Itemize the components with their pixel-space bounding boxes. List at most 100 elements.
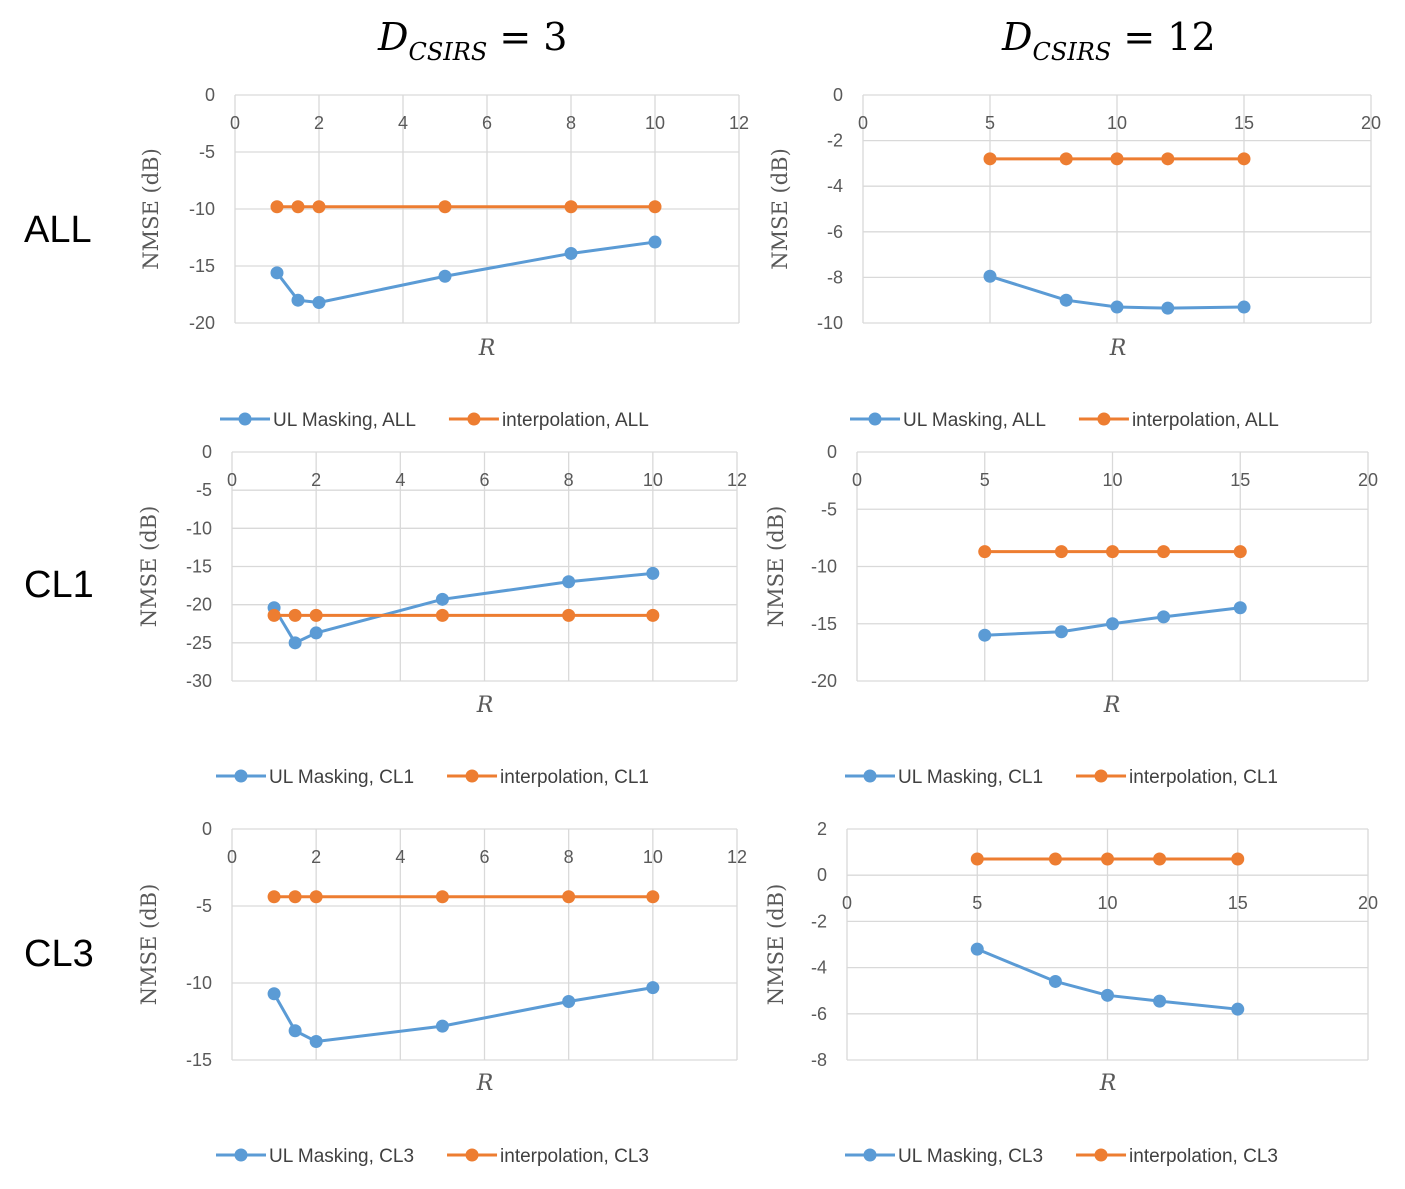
data-point-interpolation bbox=[1106, 545, 1119, 559]
x-tick-label: 12 bbox=[727, 847, 747, 867]
x-tick-label: 12 bbox=[727, 470, 747, 490]
y-axis-label: NMSE (dB) bbox=[137, 506, 161, 628]
data-point-ul-masking bbox=[1101, 988, 1114, 1002]
data-point-ul-masking bbox=[978, 628, 992, 642]
data-point-interpolation bbox=[562, 608, 576, 622]
y-tick-label: -5 bbox=[199, 142, 215, 162]
legend: UL Masking, CL3 interpolation, CL3 bbox=[845, 1146, 1278, 1167]
data-point-ul-masking bbox=[288, 1024, 302, 1038]
data-point-ul-masking bbox=[309, 1035, 323, 1049]
y-tick-label: -10 bbox=[189, 199, 215, 219]
y-tick-label: -10 bbox=[817, 313, 843, 333]
x-tick-label: 20 bbox=[1358, 893, 1378, 913]
data-point-interpolation bbox=[983, 152, 997, 166]
data-point-interpolation bbox=[1153, 852, 1167, 866]
legend-label: interpolation, ALL bbox=[1132, 410, 1279, 431]
chart-cl1-d3: 0 -5 -10 -15 -20 -25 -30 0 2 4 6 8 10 12 NMSE (dB) R UL … bbox=[137, 442, 747, 788]
y-tick-label: 0 bbox=[205, 85, 215, 105]
x-tick-label: 0 bbox=[842, 893, 852, 913]
data-point-ul-masking bbox=[562, 994, 576, 1008]
data-point-interpolation bbox=[1161, 152, 1175, 166]
legend-swatch-marker bbox=[234, 1148, 248, 1162]
x-tick-label: 0 bbox=[852, 470, 862, 490]
legend: UL Masking, CL1 interpolation, CL1 bbox=[216, 767, 649, 788]
chart-all-d12: 0 -2 -4 -6 -8 -10 0 5 10 15 20 NMSE (dB) R UL Masking… bbox=[768, 85, 1381, 431]
data-point-interpolation bbox=[309, 890, 323, 904]
legend-swatch-marker bbox=[1097, 412, 1111, 426]
legend-swatch-marker bbox=[1094, 769, 1108, 783]
legend-label: UL Masking, CL3 bbox=[269, 1146, 414, 1167]
y-tick-label: 0 bbox=[817, 865, 827, 885]
data-point-ul-masking bbox=[1048, 974, 1062, 988]
data-point-interpolation bbox=[1237, 152, 1251, 166]
data-point-interpolation bbox=[1110, 152, 1124, 166]
x-tick-label: 10 bbox=[1107, 113, 1127, 133]
data-point-interpolation bbox=[288, 890, 302, 904]
y-tick-label: 0 bbox=[827, 442, 837, 462]
data-point-interpolation bbox=[267, 608, 281, 622]
data-point-interpolation bbox=[267, 890, 281, 904]
x-axis-label: R bbox=[1099, 1071, 1117, 1096]
x-tick-label: 12 bbox=[729, 113, 749, 133]
data-point-interpolation bbox=[270, 200, 284, 214]
data-point-ul-masking bbox=[1233, 601, 1247, 615]
data-point-ul-masking bbox=[435, 1019, 449, 1033]
y-tick-label: -10 bbox=[811, 557, 837, 577]
data-point-ul-masking bbox=[1161, 301, 1175, 315]
x-tick-label: 10 bbox=[1102, 470, 1122, 490]
data-point-interpolation bbox=[291, 200, 305, 214]
y-tick-label: -8 bbox=[827, 267, 843, 287]
y-axis-label: NMSE (dB) bbox=[764, 506, 788, 628]
y-axis-label: NMSE (dB) bbox=[764, 884, 788, 1006]
data-point-ul-masking bbox=[1106, 617, 1119, 631]
x-tick-label: 10 bbox=[643, 470, 663, 490]
data-point-ul-masking bbox=[646, 566, 660, 580]
legend-label: UL Masking, ALL bbox=[903, 410, 1046, 431]
legend-swatch-marker bbox=[863, 1148, 877, 1162]
x-tick-label: 6 bbox=[479, 470, 489, 490]
legend-label: interpolation, CL3 bbox=[500, 1146, 649, 1167]
y-tick-label: 0 bbox=[833, 85, 843, 105]
column-title-d3: DCSIRS = 3 bbox=[377, 15, 567, 66]
data-point-ul-masking bbox=[983, 269, 997, 283]
x-tick-label: 8 bbox=[566, 113, 576, 133]
y-tick-label: -2 bbox=[827, 131, 843, 151]
legend-swatch-marker bbox=[465, 769, 479, 783]
data-point-ul-masking bbox=[1153, 994, 1167, 1008]
y-tick-label: -6 bbox=[811, 1004, 827, 1024]
y-tick-label: -30 bbox=[186, 671, 212, 691]
data-point-ul-masking bbox=[562, 575, 576, 589]
y-tick-label: -5 bbox=[196, 480, 212, 500]
legend-swatch-marker bbox=[467, 412, 481, 426]
legend: UL Masking, CL3 interpolation, CL3 bbox=[216, 1146, 649, 1167]
data-point-interpolation bbox=[564, 200, 578, 214]
column-title-d12: DCSIRS = 12 bbox=[1001, 15, 1216, 66]
row-label-cl1: CL1 bbox=[24, 564, 94, 606]
x-tick-label: 0 bbox=[858, 113, 868, 133]
y-tick-label: -20 bbox=[186, 595, 212, 615]
x-tick-label: 4 bbox=[398, 113, 408, 133]
data-point-ul-masking bbox=[1059, 293, 1073, 307]
data-point-ul-masking bbox=[267, 987, 281, 1001]
x-axis-label: R bbox=[478, 336, 496, 361]
x-tick-label: 20 bbox=[1361, 113, 1381, 133]
chart-cl1-d12: 0 -5 -10 -15 -20 0 5 10 15 20 NMSE (dB) R UL Masking… bbox=[764, 442, 1378, 788]
data-point-interpolation bbox=[648, 200, 662, 214]
column-titles: DCSIRS = 3 DCSIRS = 12 bbox=[377, 15, 1216, 66]
data-point-ul-masking bbox=[288, 636, 302, 650]
data-point-interpolation bbox=[1054, 545, 1068, 559]
data-point-ul-masking bbox=[1054, 625, 1068, 639]
data-point-interpolation bbox=[970, 852, 984, 866]
data-point-interpolation bbox=[1231, 852, 1245, 866]
x-tick-label: 10 bbox=[1097, 893, 1117, 913]
y-tick-label: -25 bbox=[186, 633, 212, 653]
data-point-interpolation bbox=[1048, 852, 1062, 866]
data-point-interpolation bbox=[312, 200, 326, 214]
x-axis-label: R bbox=[1103, 693, 1121, 718]
series-line-ul-masking bbox=[275, 240, 656, 304]
x-tick-label: 0 bbox=[227, 470, 237, 490]
series-line-ul-masking bbox=[272, 571, 653, 645]
y-tick-label: -2 bbox=[811, 911, 827, 931]
x-tick-label: 5 bbox=[980, 470, 990, 490]
